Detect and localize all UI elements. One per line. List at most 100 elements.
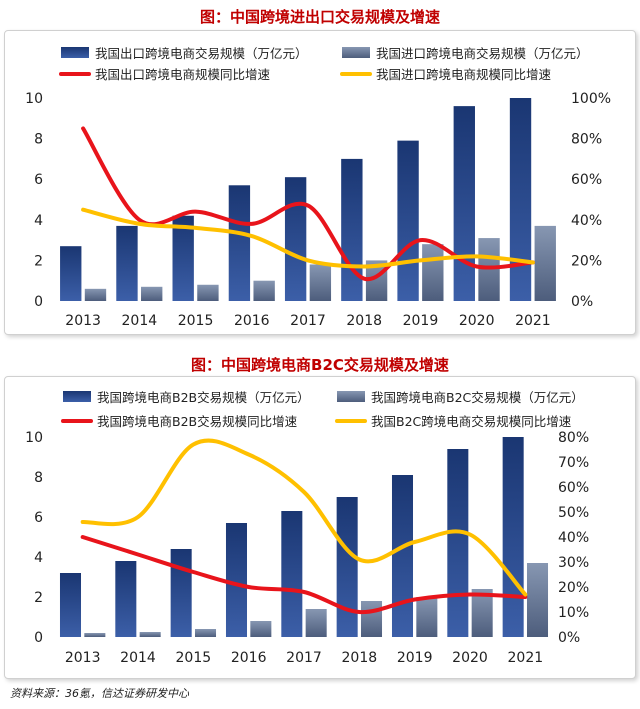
x-tick-label: 2017 <box>290 313 326 329</box>
y-right-tick-label: 10% <box>558 605 589 621</box>
bar-series-1 <box>391 475 414 637</box>
bar-series-2 <box>416 597 438 637</box>
y-left-tick-label: 6 <box>34 172 43 188</box>
bar-series-1 <box>509 98 532 301</box>
y-left-tick-label: 6 <box>34 510 43 526</box>
bar-series-1 <box>397 140 419 301</box>
bar-series-1 <box>225 523 248 637</box>
y-left-tick-label: 2 <box>34 590 43 606</box>
bar-series-2 <box>250 621 272 637</box>
bar-series-1 <box>116 225 138 301</box>
y-right-tick-label: 80% <box>558 430 589 446</box>
x-tick-label: 2020 <box>452 650 488 666</box>
bar-series-1 <box>284 177 307 301</box>
y-left-tick-label: 2 <box>34 253 43 269</box>
y-left-tick-label: 0 <box>34 294 43 310</box>
x-tick-label: 2015 <box>178 313 214 329</box>
y-right-tick-label: 50% <box>558 505 589 521</box>
bar-series-1 <box>172 215 194 301</box>
y-left-tick-label: 10 <box>25 430 43 446</box>
x-tick-label: 2015 <box>176 650 212 666</box>
bar-series-1 <box>59 573 82 637</box>
x-tick-label: 2014 <box>120 650 156 666</box>
y-right-tick-label: 100% <box>571 91 611 107</box>
y-right-tick-label: 60% <box>558 480 589 496</box>
x-tick-label: 2017 <box>286 650 322 666</box>
y-left-tick-label: 0 <box>34 630 43 646</box>
x-tick-label: 2016 <box>234 313 270 329</box>
legend-swatch-bar <box>61 47 89 58</box>
source-note: 资料来源：36氪，信达证券研发中心 <box>10 687 189 700</box>
line-series-red <box>80 535 528 615</box>
bar-series-1 <box>502 437 524 637</box>
bar-series-1 <box>341 158 363 301</box>
x-tick-label: 2021 <box>515 313 551 329</box>
x-tick-label: 2018 <box>346 313 382 329</box>
y-right-tick-label: 0% <box>558 630 580 646</box>
bar-series-1 <box>336 497 358 637</box>
bar-series-2 <box>534 225 556 301</box>
y-right-tick-label: 30% <box>558 555 589 571</box>
bar-series-2 <box>84 288 107 301</box>
legend-label: 我国出口跨境电商交易规模（万亿元） <box>95 46 308 61</box>
legend-swatch-bar <box>337 391 365 402</box>
chart-2-svg: 0 2 4 6 8 10 0% 10% 20% 30% 40% 50% 60% 70% 80% 2013 201… <box>25 390 589 666</box>
bar-series-1 <box>281 511 303 637</box>
y-right-tick-label: 40% <box>571 213 602 229</box>
y-left-tick-label: 4 <box>34 213 43 229</box>
legend-label: 我国进口跨境电商规模同比增速 <box>376 67 552 82</box>
y-left-tick-label: 10 <box>25 91 43 107</box>
bar-series-2 <box>141 286 163 301</box>
x-tick-label: 2020 <box>459 313 495 329</box>
x-tick-label: 2018 <box>342 650 378 666</box>
y-right-tick-label: 70% <box>558 455 589 471</box>
legend-label: 我国B2C跨境电商交易规模同比增速 <box>371 414 572 429</box>
bar-series-1 <box>447 449 469 637</box>
x-tick-label: 2019 <box>403 313 439 329</box>
bar-series-2 <box>360 601 383 637</box>
chart-1-panel: 0 2 4 6 8 10 0% 20% 40% 60% 80% 100% 2013 2014 2015 201… <box>4 30 636 335</box>
bar-series-2 <box>197 284 219 301</box>
legend-label: 我国进口跨境电商交易规模（万亿元） <box>376 46 589 61</box>
bar-series-2 <box>478 238 500 301</box>
bar-series-2 <box>194 629 217 637</box>
x-tick-label: 2019 <box>397 650 433 666</box>
bar-series-1 <box>170 549 192 637</box>
legend-label: 我国跨境电商B2B交易规模同比增速 <box>97 414 298 429</box>
chart-1-title: 图：中国跨境进出口交易规模及增速 <box>199 8 440 26</box>
line-series-yellow <box>80 438 528 597</box>
x-tick-label: 2013 <box>65 313 101 329</box>
x-tick-label: 2013 <box>65 650 101 666</box>
bar-series-1 <box>228 185 251 301</box>
y-right-tick-label: 20% <box>558 580 589 596</box>
bar-series-1 <box>453 106 475 302</box>
x-tick-label: 2016 <box>231 650 267 666</box>
y-right-tick-label: 0% <box>571 294 593 310</box>
bar-series-2 <box>253 280 275 301</box>
legend-label: 我国跨境电商B2B交易规模（万亿元） <box>97 390 310 405</box>
y-right-tick-label: 20% <box>571 253 602 269</box>
y-right-tick-label: 40% <box>558 530 589 546</box>
bar-series-2 <box>471 589 493 637</box>
y-right-tick-label: 80% <box>571 132 602 148</box>
legend-label: 我国出口跨境电商规模同比增速 <box>95 67 271 82</box>
legend-swatch-bar <box>63 391 91 402</box>
bar-series-2 <box>84 633 106 637</box>
bar-series-1 <box>60 246 82 301</box>
chart-2-title: 图：中国跨境电商B2C交易规模及增速 <box>191 356 449 374</box>
bar-series-2 <box>526 563 549 637</box>
bar-series-2 <box>422 244 444 301</box>
line-series-yellow <box>81 207 535 269</box>
x-tick-label: 2021 <box>508 650 544 666</box>
y-left-tick-label: 4 <box>34 550 43 566</box>
bar-series-2 <box>305 609 327 637</box>
y-right-tick-label: 60% <box>571 172 602 188</box>
bar-series-2 <box>139 632 161 637</box>
bar-series-1 <box>115 561 137 637</box>
y-left-tick-label: 8 <box>34 132 43 148</box>
x-tick-label: 2014 <box>122 313 158 329</box>
legend-label: 我国跨境电商B2C交易规模（万亿元） <box>371 390 584 405</box>
y-left-tick-label: 8 <box>34 470 43 486</box>
bar-series-2 <box>309 264 332 301</box>
